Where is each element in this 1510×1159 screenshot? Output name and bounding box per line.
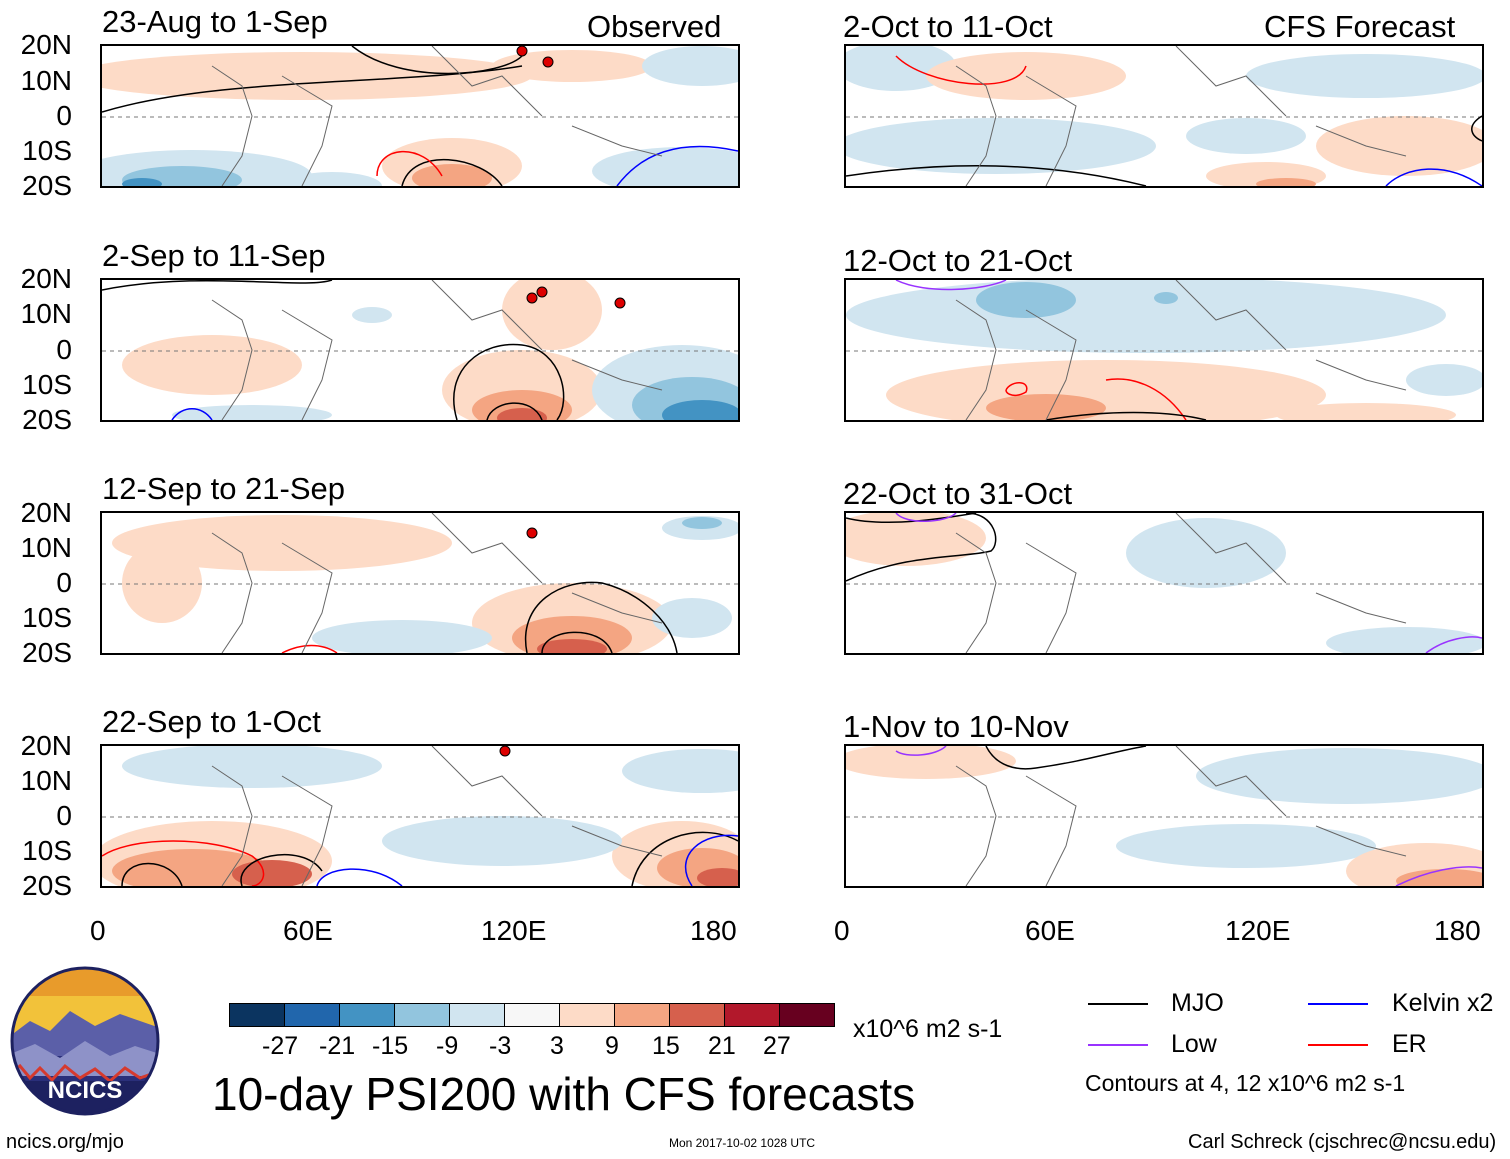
- x-tick: 180: [1434, 915, 1481, 946]
- colorbar-label: -27: [262, 1032, 299, 1060]
- colorbar-swatch: [779, 1003, 835, 1027]
- y-tick: 10N: [20, 65, 72, 96]
- legend-label-kelvin: Kelvin x2: [1392, 989, 1494, 1017]
- y-tick: 10S: [22, 369, 72, 400]
- legend-line-mjo: [1088, 1003, 1148, 1005]
- colorbar-swatch: [339, 1003, 395, 1027]
- legend-label-mjo: MJO: [1171, 989, 1224, 1017]
- panel-title-4: 22-Sep to 1-Oct: [102, 704, 321, 739]
- y-tick: 10S: [22, 602, 72, 633]
- y-tick: 20S: [22, 870, 72, 901]
- map-panel-6: [844, 278, 1484, 422]
- colorbar-label: 9: [605, 1032, 619, 1060]
- y-tick: 0: [56, 800, 72, 831]
- colorbar-label: -3: [489, 1032, 512, 1060]
- map-panel-8: [844, 744, 1484, 888]
- main-title: 10-day PSI200 with CFS forecasts: [212, 1068, 916, 1120]
- x-tick: 0: [834, 915, 850, 946]
- panel-title-6: 12-Oct to 21-Oct: [843, 243, 1073, 278]
- y-tick: 10N: [20, 532, 72, 563]
- colorbar-swatch: [559, 1003, 615, 1027]
- colorbar-swatch: [724, 1003, 780, 1027]
- map-panel-5: [844, 44, 1484, 188]
- y-tick: 20S: [22, 404, 72, 435]
- x-tick: 60E: [1025, 915, 1075, 946]
- legend-line-low: [1088, 1044, 1148, 1046]
- y-tick: 0: [56, 100, 72, 131]
- panel-title-3: 12-Sep to 21-Sep: [102, 471, 346, 506]
- colorbar-label: -21: [319, 1032, 356, 1060]
- footer-timestamp: Mon 2017-10-02 1028 UTC: [669, 1136, 816, 1150]
- y-tick: 20S: [22, 637, 72, 668]
- map-panel-4: [100, 744, 740, 888]
- panel-title-7: 22-Oct to 31-Oct: [843, 476, 1073, 511]
- x-tick: 120E: [1225, 915, 1291, 946]
- colorbar-swatch: [229, 1003, 285, 1027]
- units-label: x10^6 m2 s-1: [853, 1015, 1003, 1043]
- colorbar-swatch: [504, 1003, 560, 1027]
- colorbar-swatch: [284, 1003, 340, 1027]
- y-tick: 10S: [22, 835, 72, 866]
- footer-url[interactable]: ncics.org/mjo: [6, 1131, 124, 1153]
- logo-text: NCICS: [48, 1077, 123, 1104]
- colorbar-swatch: [614, 1003, 670, 1027]
- colorbar-label: -15: [372, 1032, 409, 1060]
- y-tick: 20N: [20, 263, 72, 294]
- footer-credit: Carl Schreck (cjschrec@ncsu.edu): [1188, 1131, 1497, 1153]
- colorbar-label: 15: [652, 1032, 680, 1060]
- colorbar-swatch: [669, 1003, 725, 1027]
- legend-line-er: [1308, 1044, 1368, 1046]
- panel-title-8: 1-Nov to 10-Nov: [843, 709, 1069, 744]
- contour-note: Contours at 4, 12 x10^6 m2 s-1: [1085, 1070, 1406, 1096]
- observed-label: Observed: [587, 9, 722, 44]
- legend-label-low: Low: [1171, 1030, 1217, 1058]
- colorbar: [229, 1003, 835, 1027]
- colorbar-swatch: [394, 1003, 450, 1027]
- ncics-logo: NCICS: [10, 966, 160, 1116]
- colorbar-label: 21: [708, 1032, 736, 1060]
- map-panel-1: [100, 44, 740, 188]
- x-tick: 0: [90, 915, 106, 946]
- panel-title-1: 23-Aug to 1-Sep: [102, 4, 328, 39]
- x-tick: 60E: [283, 915, 333, 946]
- x-tick: 120E: [481, 915, 547, 946]
- y-tick: 0: [56, 567, 72, 598]
- map-panel-7: [844, 511, 1484, 655]
- y-tick: 20N: [20, 29, 72, 60]
- legend-line-kelvin: [1308, 1003, 1368, 1005]
- panel-title-5: 2-Oct to 11-Oct: [843, 9, 1053, 44]
- y-tick: 0: [56, 334, 72, 365]
- map-panel-3: [100, 511, 740, 655]
- y-tick: 10N: [20, 298, 72, 329]
- colorbar-label: -9: [436, 1032, 459, 1060]
- y-tick: 10S: [22, 135, 72, 166]
- colorbar-label: 3: [550, 1032, 564, 1060]
- map-panel-2: [100, 278, 740, 422]
- forecast-label: CFS Forecast: [1264, 9, 1456, 44]
- colorbar-label: 27: [763, 1032, 791, 1060]
- colorbar-swatch: [449, 1003, 505, 1027]
- legend-label-er: ER: [1392, 1030, 1427, 1058]
- y-tick: 10N: [20, 765, 72, 796]
- x-tick: 180: [690, 915, 737, 946]
- panel-title-2: 2-Sep to 11-Sep: [102, 238, 326, 273]
- y-tick: 20N: [20, 730, 72, 761]
- y-tick: 20S: [22, 170, 72, 201]
- y-tick: 20N: [20, 497, 72, 528]
